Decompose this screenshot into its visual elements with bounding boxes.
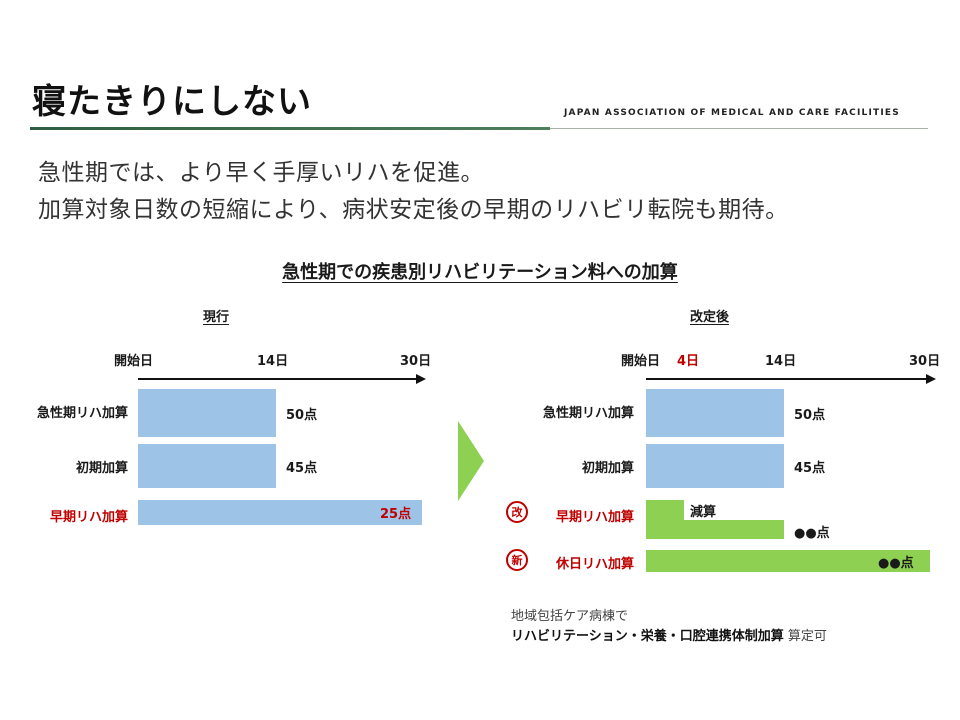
revised-badge: 新 bbox=[506, 549, 528, 571]
current-row-value: 25点 bbox=[380, 507, 412, 522]
current-row-value: 50点 bbox=[286, 408, 318, 423]
revised-timeline-axis bbox=[646, 378, 928, 380]
current-tick-30: 30日 bbox=[400, 354, 432, 369]
revised-row-value: 45点 bbox=[794, 461, 826, 476]
revised-row-label: 休日リハ加算 bbox=[555, 557, 634, 572]
current-row-label: 初期加算 bbox=[75, 461, 128, 476]
revised-bar-initial bbox=[646, 444, 784, 488]
current-timeline-axis bbox=[138, 378, 418, 380]
revised-bar-early-stepped bbox=[646, 500, 784, 539]
revised-tick-14: 14日 bbox=[765, 354, 797, 369]
revised-row-label: 早期リハ加算 bbox=[555, 510, 634, 525]
revised-timeline-arrow-icon bbox=[926, 374, 936, 384]
current-tick-14: 14日 bbox=[257, 354, 289, 369]
current-row-value: 45点 bbox=[286, 461, 318, 476]
revised-row-label: 急性期リハ加算 bbox=[542, 406, 634, 421]
revised-row-value: 50点 bbox=[794, 408, 826, 423]
note-line-1: 地域包括ケア病棟で bbox=[511, 609, 629, 624]
current-timeline-arrow-icon bbox=[416, 374, 426, 384]
current-row-label: 早期リハ加算 bbox=[49, 510, 128, 525]
slide-title: 寝たきりにしない bbox=[32, 82, 312, 122]
current-bar-initial bbox=[138, 444, 276, 488]
revised-tick-30: 30日 bbox=[909, 354, 941, 369]
note-line-2: リハビリテーション・栄養・口腔連携体制加算 算定可 bbox=[511, 629, 827, 644]
organization-name: JAPAN ASSOCIATION OF MEDICAL AND CARE FA… bbox=[564, 108, 900, 118]
revised-row-label: 初期加算 bbox=[581, 461, 634, 476]
chart-title: 急性期での疾患別リハビリテーション料への加算 bbox=[282, 262, 678, 283]
lead-line-2: 加算対象日数の短縮により、病状安定後の早期のリハビリ転院も期待。 bbox=[38, 197, 789, 223]
current-heading: 現行 bbox=[203, 310, 230, 325]
lead-line-1: 急性期では、より早く手厚いリハを促進。 bbox=[38, 160, 485, 186]
title-rule bbox=[30, 127, 550, 130]
title-rule-thin bbox=[550, 128, 928, 129]
revised-row-value: ●●点 bbox=[794, 526, 830, 541]
current-bar-acute bbox=[138, 389, 276, 437]
revised-bar-holiday bbox=[646, 550, 930, 572]
current-tick-start: 開始日 bbox=[114, 354, 154, 369]
revised-bar-acute bbox=[646, 389, 784, 437]
current-bar-early bbox=[138, 500, 422, 525]
right-arrow-icon bbox=[458, 421, 484, 501]
revised-tick-4: 4日 bbox=[677, 354, 700, 369]
revised-heading: 改定後 bbox=[690, 310, 730, 325]
revised-badge: 改 bbox=[506, 501, 528, 523]
current-row-label: 急性期リハ加算 bbox=[36, 406, 128, 421]
revised-row-inner: 減算 bbox=[690, 505, 717, 520]
revised-tick-start: 開始日 bbox=[621, 354, 661, 369]
revised-row-value: ●●点 bbox=[878, 556, 914, 571]
